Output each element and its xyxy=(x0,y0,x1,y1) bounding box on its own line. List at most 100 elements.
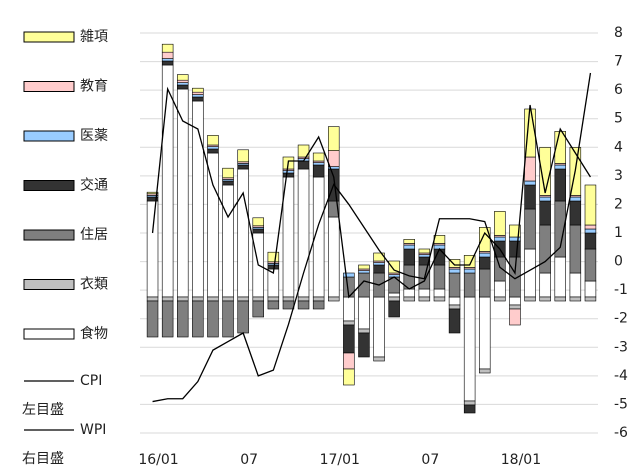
bar-segment xyxy=(192,87,204,93)
bar-segment xyxy=(388,296,400,302)
bar-segment xyxy=(463,272,476,298)
bar-segment xyxy=(494,280,506,298)
bar-segment xyxy=(161,296,174,302)
x-tick-label: 16/01 xyxy=(138,452,178,468)
bar-segment xyxy=(161,51,174,59)
legend-label: WPI xyxy=(80,422,106,438)
line-series xyxy=(151,86,592,299)
bar-segment xyxy=(463,400,476,406)
bar-segment xyxy=(237,149,249,163)
bar-segment xyxy=(312,300,325,310)
bar-segment xyxy=(584,296,597,302)
bar-segment xyxy=(192,96,204,102)
bar-segment xyxy=(252,296,264,302)
bar-segment xyxy=(161,64,174,298)
bar-segment xyxy=(554,296,566,302)
bar-segment xyxy=(403,296,415,302)
bar-segment xyxy=(448,272,461,298)
bar-segment xyxy=(343,368,355,386)
bar-segment xyxy=(448,268,461,274)
bar-segment xyxy=(509,304,521,310)
bar-segment xyxy=(509,296,521,306)
bar-segment xyxy=(539,224,551,274)
bar-segment xyxy=(267,251,280,263)
bar-segment xyxy=(161,43,174,53)
bar-segment xyxy=(177,296,189,302)
bar-segment xyxy=(222,296,234,302)
bar-segment xyxy=(584,228,597,234)
bar-segment xyxy=(297,160,310,170)
bar-segment xyxy=(161,300,174,338)
y2-tick-label: -2 xyxy=(614,311,628,327)
bar-segment xyxy=(539,200,551,226)
legend-label: 食物 xyxy=(80,325,108,342)
bar-segment xyxy=(584,248,597,282)
bar-segment xyxy=(207,146,219,150)
bar-segment xyxy=(252,300,264,318)
bar-segment xyxy=(222,167,234,179)
bar-segment xyxy=(207,135,219,146)
bar-segment xyxy=(373,296,385,358)
legend-swatch xyxy=(23,81,75,92)
bar-segment xyxy=(554,256,566,298)
legend-label: 雑項 xyxy=(80,29,108,45)
y2-tick-label: 0 xyxy=(614,254,623,270)
bar-segment xyxy=(433,288,446,298)
bar-segment xyxy=(207,152,219,298)
y2-tick-label: -6 xyxy=(614,425,628,441)
bar-segment xyxy=(463,296,476,402)
bar-segment xyxy=(222,180,234,186)
legend-label: CPI xyxy=(80,373,102,389)
bar-segment xyxy=(388,260,400,274)
bar-segment xyxy=(418,288,431,298)
bar-segment xyxy=(494,256,506,282)
bar-segment xyxy=(373,262,385,266)
bar-segment xyxy=(569,200,582,226)
bar-segment xyxy=(539,272,551,298)
bar-segment xyxy=(403,288,415,298)
bar-segment xyxy=(267,300,280,310)
bar-segment xyxy=(207,296,219,302)
bar-segment xyxy=(328,126,340,151)
bar-segment xyxy=(373,264,385,274)
bar-segment xyxy=(509,308,521,326)
bar-segment xyxy=(539,196,551,202)
y2-tick-label: -4 xyxy=(614,368,628,384)
bar-segment xyxy=(161,60,174,66)
bar-segment xyxy=(343,272,355,278)
bar-segment xyxy=(222,184,234,298)
bar-segment xyxy=(177,82,189,86)
bar-segment xyxy=(463,404,476,414)
legend-swatch xyxy=(23,31,75,43)
bar-segment xyxy=(312,164,325,178)
y2-tick-label: 4 xyxy=(614,139,623,155)
bar-segment xyxy=(509,224,521,238)
legend-swatch xyxy=(23,229,75,241)
bar-segment xyxy=(343,352,355,370)
y2-tick-label: -3 xyxy=(614,339,628,355)
bar-segment xyxy=(569,296,582,302)
bar-segment xyxy=(237,168,249,298)
bar-segment xyxy=(388,300,400,318)
bar-segment xyxy=(343,324,355,354)
bar-segment xyxy=(192,94,204,98)
axis-note: 右目盛 xyxy=(22,451,64,467)
bar-segment xyxy=(146,300,159,338)
bar-segment xyxy=(448,296,461,306)
bar-segment xyxy=(463,268,476,274)
bar-segment xyxy=(554,168,566,202)
legend-swatch xyxy=(23,279,75,290)
y2-tick-label: 6 xyxy=(614,82,623,98)
bar-segment xyxy=(237,300,249,334)
y2-tick-label: 7 xyxy=(614,54,623,70)
bar-segment xyxy=(358,328,370,334)
bar-segment xyxy=(358,332,370,358)
bar-segment xyxy=(494,211,506,236)
bar-segment xyxy=(282,172,295,178)
bar-segment xyxy=(358,264,370,270)
bar-segment xyxy=(177,300,189,338)
bar-segment xyxy=(252,228,264,234)
bar-segment xyxy=(146,191,159,195)
bar-segment xyxy=(524,296,536,302)
